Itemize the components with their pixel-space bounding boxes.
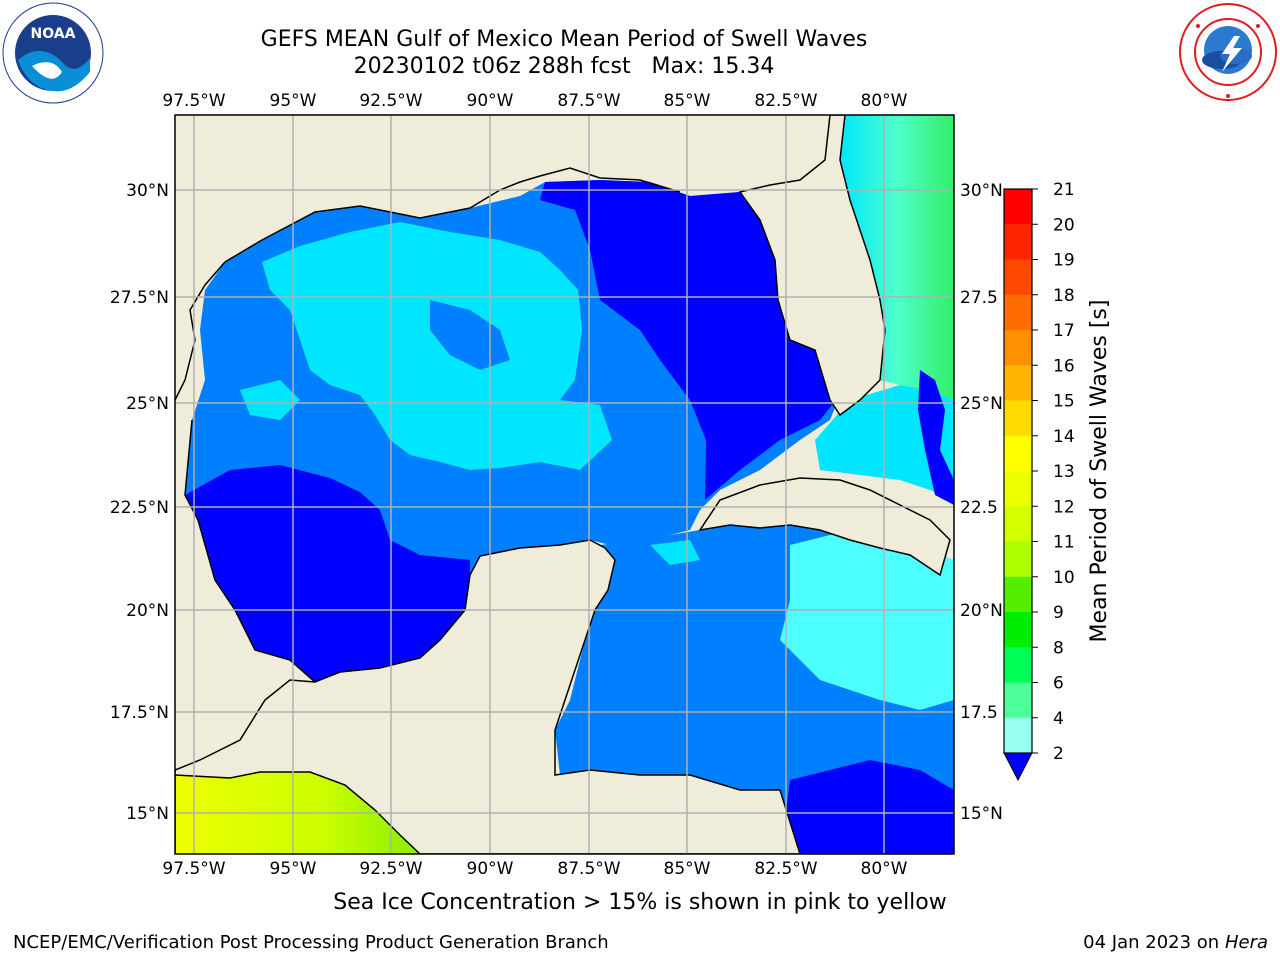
lat-labels-left: 30°N 27.5°N 25°N 22.5°N 20°N 17.5°N 15°N <box>110 181 169 824</box>
colorbar-tick-label: 13 <box>1053 462 1075 482</box>
lon-labels-bottom: 97.5°W 95°W 92.5°W 90°W 87.5°W 85°W 82.5… <box>162 859 907 879</box>
map-frame <box>174 114 955 855</box>
map-area <box>175 115 954 854</box>
colorbar-tick-label: 19 <box>1053 251 1075 271</box>
colorbar: 21 20 19 18 17 16 15 14 13 12 11 10 9 8 6 4 2 Mean Perio… <box>1003 180 1112 782</box>
lat-label: 25°N <box>126 394 169 414</box>
colorbar-swatch <box>1004 541 1032 578</box>
colorbar-tick-label: 2 <box>1053 744 1064 764</box>
lon-label: 87.5°W <box>557 91 620 111</box>
lat-labels-right: 30°N 27.5 25°N 22.5 20°N 17.5 15°N <box>960 181 1003 824</box>
lon-label: 92.5°W <box>359 91 422 111</box>
lat-label: 20°N <box>960 601 1003 621</box>
lat-label: 22.5°N <box>110 498 169 518</box>
footer-credit: NCEP/EMC/Verification Post Processing Pr… <box>13 932 609 953</box>
colorbar-swatch <box>1004 400 1032 437</box>
mexico-texas-coast <box>175 167 681 401</box>
caribbean-cyan <box>780 530 954 710</box>
gulf-cyan-patch-3 <box>240 380 300 420</box>
colorbar-tick-label: 12 <box>1053 497 1075 517</box>
colorbar-tick-label: 16 <box>1053 356 1075 376</box>
lon-label: 80°W <box>861 91 908 111</box>
colorbar-swatch <box>1004 259 1032 296</box>
colorbar-tick-label: 18 <box>1053 286 1075 306</box>
map-title: GEFS MEAN Gulf of Mexico Mean Period of … <box>260 27 868 52</box>
colorbar-tick-label: 11 <box>1053 533 1075 553</box>
colorbar-tick-label: 8 <box>1053 638 1064 658</box>
gulf-west-coast <box>184 419 316 683</box>
colorbar-extend-arrow <box>1003 752 1033 782</box>
sea-ice-note: Sea Ice Concentration > 15% is shown in … <box>333 890 947 915</box>
lat-label: 30°N <box>126 181 169 201</box>
colorbar-swatch <box>1004 682 1032 719</box>
footer-date-text: 04 Jan 2023 on <box>1083 932 1225 953</box>
colorbar-tick-label: 6 <box>1053 674 1064 694</box>
colorbar-swatch <box>1004 189 1032 225</box>
yucatan-land <box>175 539 801 854</box>
colorbar-swatch <box>1004 330 1032 366</box>
colorbar-ticks: 21 20 19 18 17 16 15 14 13 12 11 10 9 8 6 4 2 <box>1032 180 1075 764</box>
nws-logo <box>1179 3 1277 101</box>
lon-label: 85°W <box>664 859 711 879</box>
colorbar-tick-label: 9 <box>1053 603 1064 623</box>
lat-label: 27.5°N <box>110 288 169 308</box>
colorbar-tick-label: 17 <box>1053 321 1075 341</box>
map-subtitle: 20230102 t06z 288h fcst Max: 15.34 <box>353 54 775 79</box>
colorbar-swatch <box>1004 647 1032 683</box>
footer-host: Hera <box>1224 932 1268 953</box>
lon-label: 97.5°W <box>162 859 225 879</box>
colorbar-swatch <box>1004 294 1032 331</box>
footer-date: 04 Jan 2023 on Hera <box>1083 932 1268 953</box>
colorbar-swatch <box>1004 717 1032 754</box>
colorbar-tick-label: 4 <box>1053 709 1064 729</box>
lon-label: 82.5°W <box>754 859 817 879</box>
lon-label: 85°W <box>664 91 711 111</box>
gulf-cyan-patch <box>262 222 612 470</box>
noaa-logo: NOAA <box>2 2 104 104</box>
colorbar-swatch <box>1004 471 1032 507</box>
colorbar-swatch <box>1004 506 1032 542</box>
cuba-land <box>698 477 951 577</box>
lat-label: 15°N <box>960 804 1003 824</box>
lat-label: 20°N <box>126 601 169 621</box>
colorbar-swatch <box>1004 612 1032 648</box>
colorbar-tick-label: 20 <box>1053 215 1075 235</box>
colorbar-tick-label: 10 <box>1053 568 1075 588</box>
gulf-deep-blue-east <box>540 180 840 500</box>
lon-label: 90°W <box>467 859 514 879</box>
atlantic-water <box>840 115 954 400</box>
lon-label: 95°W <box>270 91 317 111</box>
lat-label: 15°N <box>126 804 169 824</box>
lat-label: 30°N <box>960 181 1003 201</box>
colorbar-swatch <box>1004 435 1032 472</box>
colorbar-swatch <box>1004 224 1032 260</box>
lon-label: 82.5°W <box>754 91 817 111</box>
lon-label: 97.5°W <box>162 91 225 111</box>
lon-label: 95°W <box>270 859 317 879</box>
colorbar-tick-label: 14 <box>1053 427 1075 447</box>
colorbar-label: Mean Period of Swell Waves [s] <box>1087 300 1112 643</box>
lat-label: 17.5°N <box>110 703 169 723</box>
lat-label: 22.5 <box>960 498 998 518</box>
lon-label: 92.5°W <box>359 859 422 879</box>
lon-label: 87.5°W <box>557 859 620 879</box>
colorbar-tick-label: 15 <box>1053 392 1075 412</box>
colorbar-tick-label: 21 <box>1053 180 1075 200</box>
lat-label: 27.5 <box>960 288 998 308</box>
caribbean-deep-blue <box>785 760 954 854</box>
colorbar-swatches <box>1004 189 1032 754</box>
graticule <box>175 115 954 854</box>
lon-label: 80°W <box>861 859 908 879</box>
colorbar-swatch <box>1004 576 1032 613</box>
noaa-logo-text: NOAA <box>31 26 76 42</box>
colorbar-swatch <box>1004 365 1032 401</box>
lat-label: 17.5 <box>960 703 998 723</box>
gulf-deep-blue-south <box>185 465 470 682</box>
lon-labels-top: 97.5°W 95°W 92.5°W 90°W 87.5°W 85°W 82.5… <box>162 91 907 111</box>
lat-label: 25°N <box>960 394 1003 414</box>
lon-label: 90°W <box>467 91 514 111</box>
